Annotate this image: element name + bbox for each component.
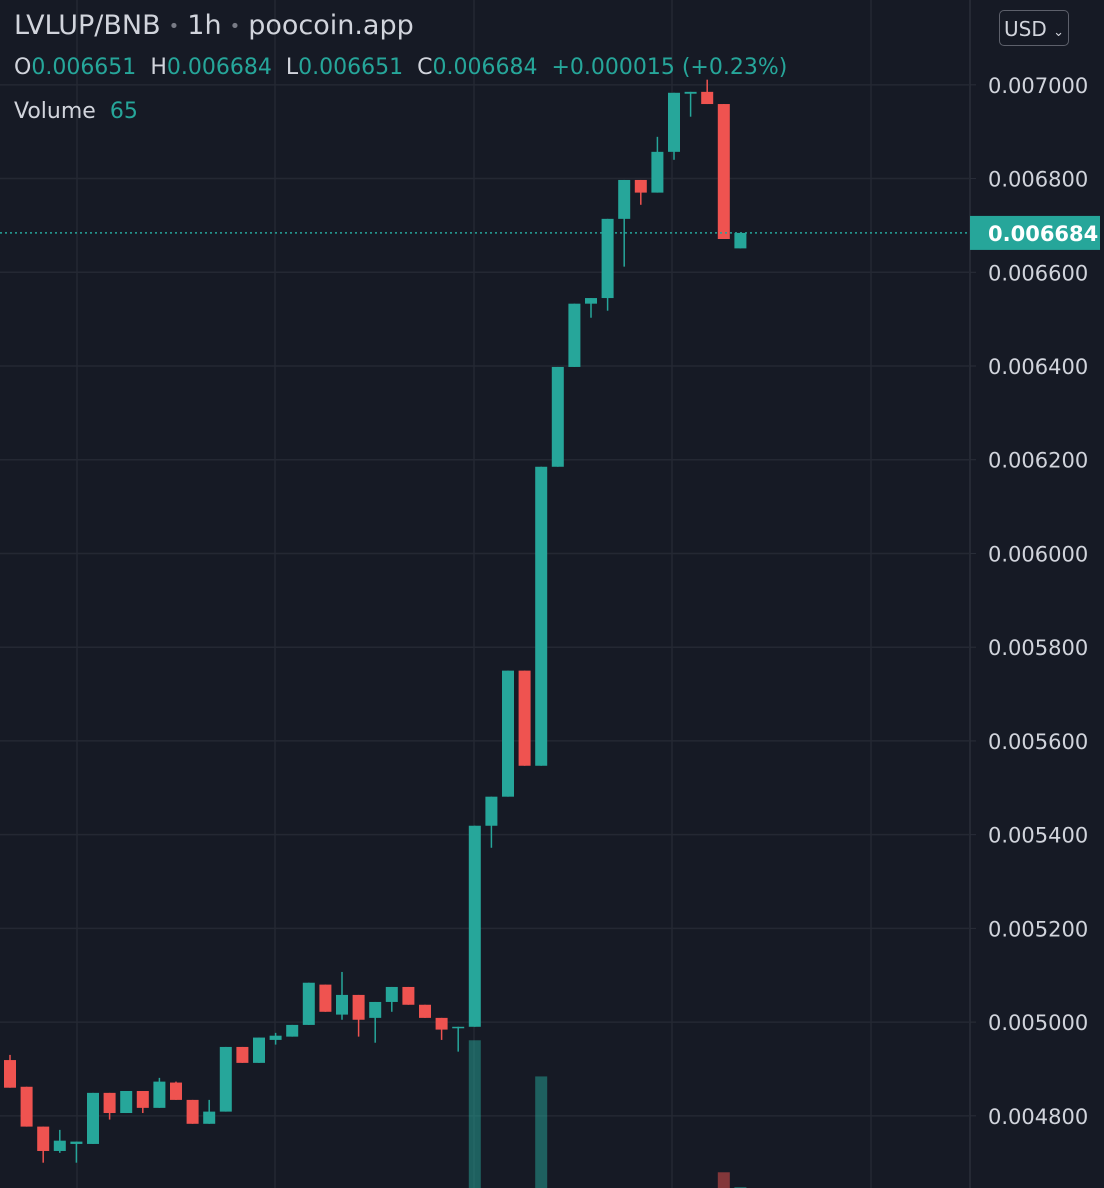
candle-body — [419, 1004, 431, 1018]
separator: • — [168, 16, 180, 37]
y-tick-label: 0.006200 — [988, 449, 1088, 473]
y-tick-label: 0.006000 — [988, 542, 1088, 566]
candle-body — [734, 232, 747, 249]
candle-body — [452, 1026, 465, 1029]
candle-body — [468, 825, 481, 1027]
ohlc-value: 0.006684 — [432, 55, 538, 80]
ohlc-value: 0.006651 — [298, 55, 404, 80]
candle-body — [336, 994, 348, 1015]
volume-bar — [535, 1076, 548, 1188]
volume-key: Volume — [14, 99, 96, 124]
candle-body — [684, 91, 697, 94]
candle-body — [170, 1082, 182, 1100]
candle-body — [385, 986, 398, 1002]
header: LVLUP/BNB • 1h • poocoin.app — [14, 10, 414, 41]
candle-body — [435, 1017, 448, 1030]
y-tick-label: 0.005800 — [988, 636, 1088, 660]
candle-body — [4, 1060, 16, 1088]
y-tick-label: 0.004800 — [988, 1105, 1088, 1129]
candle-body — [668, 92, 680, 152]
candle-body — [186, 1099, 199, 1124]
volume-legend: Volume 65 — [14, 99, 138, 124]
volume-bar — [717, 1172, 730, 1188]
candle-body — [153, 1081, 166, 1108]
source: poocoin.app — [248, 10, 414, 41]
candle-body — [319, 984, 332, 1012]
candle-body — [485, 796, 498, 826]
candle-body — [302, 982, 315, 1025]
ohlc-key: H — [150, 55, 167, 80]
change: +0.000015 (+0.23%) — [551, 55, 788, 80]
candle-body — [535, 466, 548, 766]
last-price-box — [970, 215, 1100, 250]
candle-body — [601, 218, 614, 299]
y-tick-label: 0.005200 — [988, 917, 1088, 941]
separator: • — [229, 16, 241, 37]
ohlc-key: O — [14, 55, 32, 80]
candle-body — [103, 1092, 116, 1114]
y-tick-label: 0.006800 — [988, 168, 1088, 192]
chevron: ⌄ — [1053, 25, 1064, 40]
candle-body — [269, 1035, 282, 1040]
candle-body — [568, 303, 581, 367]
candle-body — [717, 104, 730, 240]
candle-body — [551, 366, 564, 467]
candle-body — [37, 1126, 50, 1151]
candle-body — [634, 179, 647, 193]
y-tick-label: 0.005000 — [988, 1011, 1088, 1035]
candle-body — [518, 670, 531, 766]
y-tick-label: 0.005600 — [988, 730, 1088, 754]
candle-body — [502, 670, 514, 797]
y-tick-label: 0.006400 — [988, 355, 1088, 379]
y-tick-label: 0.007000 — [988, 74, 1088, 98]
y-tick-label: 0.006600 — [988, 261, 1088, 285]
candle-body — [651, 151, 664, 193]
currency: USD — [1004, 17, 1047, 41]
candle-body — [402, 986, 415, 1005]
candle-body — [53, 1140, 66, 1151]
currency-button[interactable]: USD ⌄ — [999, 10, 1069, 46]
interval[interactable]: 1h — [187, 10, 222, 41]
candle-body — [701, 91, 714, 105]
candle-body — [120, 1090, 133, 1114]
candle-body — [236, 1046, 249, 1063]
ohlc-value: 0.006651 — [31, 55, 137, 80]
candle-body — [253, 1037, 265, 1063]
candle-body — [20, 1086, 33, 1127]
ohlc-legend: O0.006651 H0.006684 L0.006651 C0.006684 … — [14, 55, 787, 80]
candle-body — [136, 1090, 149, 1108]
ohlc-key: L — [285, 55, 299, 80]
symbol: LVLUP/BNB — [14, 10, 161, 41]
candle-body — [369, 1001, 382, 1018]
candle-body — [618, 179, 631, 219]
candle-body — [87, 1092, 99, 1144]
candle-body — [203, 1111, 216, 1124]
volume-value: 65 — [109, 99, 138, 124]
candle-body — [352, 994, 365, 1020]
volume-bar — [734, 1186, 747, 1188]
candle-body — [70, 1141, 83, 1144]
candle-body — [585, 298, 597, 304]
last-price-label: 0.006684 — [988, 222, 1098, 246]
candle-body — [219, 1046, 232, 1112]
candle-body — [286, 1024, 299, 1037]
volume-bar — [468, 1040, 481, 1188]
ohlc-value: 0.006684 — [166, 55, 272, 80]
y-tick-label: 0.005400 — [988, 824, 1088, 848]
ohlc-key: C — [417, 55, 433, 80]
